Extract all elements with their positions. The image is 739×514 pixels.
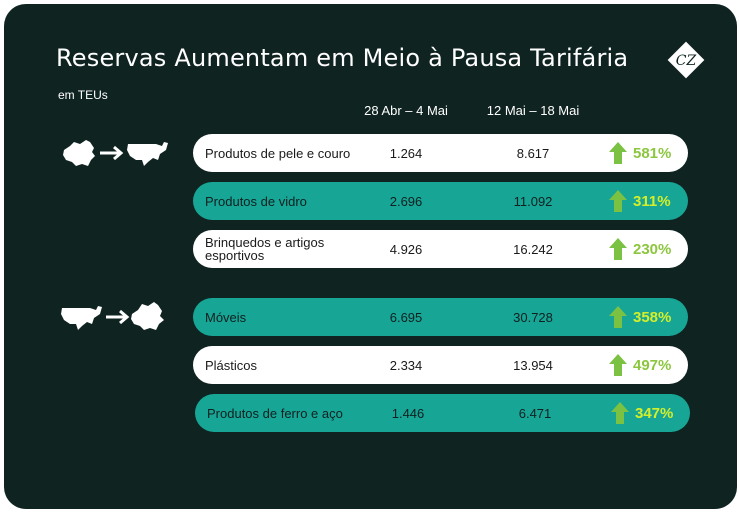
change-percent-value: 347%	[635, 404, 674, 422]
value-week-2: 6.471	[518, 405, 552, 421]
chart-title: Reservas Aumentam em Meio à Pausa Tarifá…	[56, 44, 629, 72]
china-icon	[131, 302, 164, 330]
arrow-up-icon	[609, 142, 627, 164]
change-percent: 358%	[609, 298, 671, 336]
value-week-2: 16.242	[513, 241, 553, 257]
arrow-right-icon	[100, 145, 124, 161]
route-china-to-usa	[63, 140, 168, 166]
change-percent-value: 497%	[633, 356, 672, 374]
row-label: Produtos de vidro	[205, 193, 307, 209]
change-percent: 311%	[609, 182, 671, 220]
change-percent: 497%	[609, 346, 671, 384]
column-header-week-2: 12 Mai – 18 Mai	[486, 103, 580, 118]
table-row: Plásticos 2.334 13.954 497%	[193, 346, 688, 384]
row-label: Móveis	[205, 309, 247, 325]
table-row: Móveis 6.695 30.728 358%	[193, 298, 688, 336]
change-percent-value: 311%	[633, 192, 671, 210]
row-label: Produtos de pele e couro	[205, 145, 351, 161]
arrow-up-icon	[609, 190, 627, 212]
table-row: Produtos de vidro 2.696 11.092 311%	[193, 182, 688, 220]
arrow-up-icon	[609, 354, 627, 376]
table-row: Brinquedos e artigos esportivos 4.926 16.2…	[193, 230, 688, 268]
value-week-1: 1.446	[391, 405, 425, 421]
arrow-up-icon	[609, 306, 627, 328]
change-percent-value: 581%	[633, 144, 672, 162]
row-label: Brinquedos e artigos esportivos	[205, 235, 325, 263]
route-usa-to-china	[61, 302, 164, 330]
value-week-2: 11.092	[513, 193, 553, 209]
usa-icon	[61, 306, 102, 330]
value-week-1: 4.926	[389, 241, 423, 257]
value-week-2: 13.954	[513, 357, 553, 373]
change-percent-value: 230%	[633, 240, 672, 258]
arrow-right-icon	[106, 309, 130, 325]
change-percent-value: 358%	[633, 308, 672, 326]
value-week-2: 30.728	[513, 309, 553, 325]
arrow-up-icon	[611, 402, 629, 424]
value-week-1: 6.695	[389, 309, 423, 325]
change-percent: 347%	[611, 394, 673, 432]
value-week-1: 1.264	[389, 145, 423, 161]
svg-text:CZ: CZ	[676, 53, 697, 69]
value-week-2: 8.617	[516, 145, 550, 161]
table-row: Produtos de pele e couro 1.264 8.617 581%	[193, 134, 688, 172]
value-week-1: 2.696	[389, 193, 423, 209]
unit-label: em TEUs	[58, 88, 108, 102]
china-icon	[63, 140, 95, 166]
row-label: Produtos de ferro e aço	[207, 405, 343, 421]
usa-icon	[127, 142, 168, 166]
arrow-up-icon	[609, 238, 627, 260]
column-header-week-1: 28 Abr – 4 Mai	[364, 103, 448, 118]
change-percent: 581%	[609, 134, 671, 172]
company-logo: CZ	[667, 41, 705, 79]
change-percent: 230%	[609, 230, 671, 268]
value-week-1: 2.334	[389, 357, 423, 373]
row-label: Plásticos	[205, 357, 258, 373]
table-row: Produtos de ferro e aço 1.446 6.471 347%	[195, 394, 690, 432]
